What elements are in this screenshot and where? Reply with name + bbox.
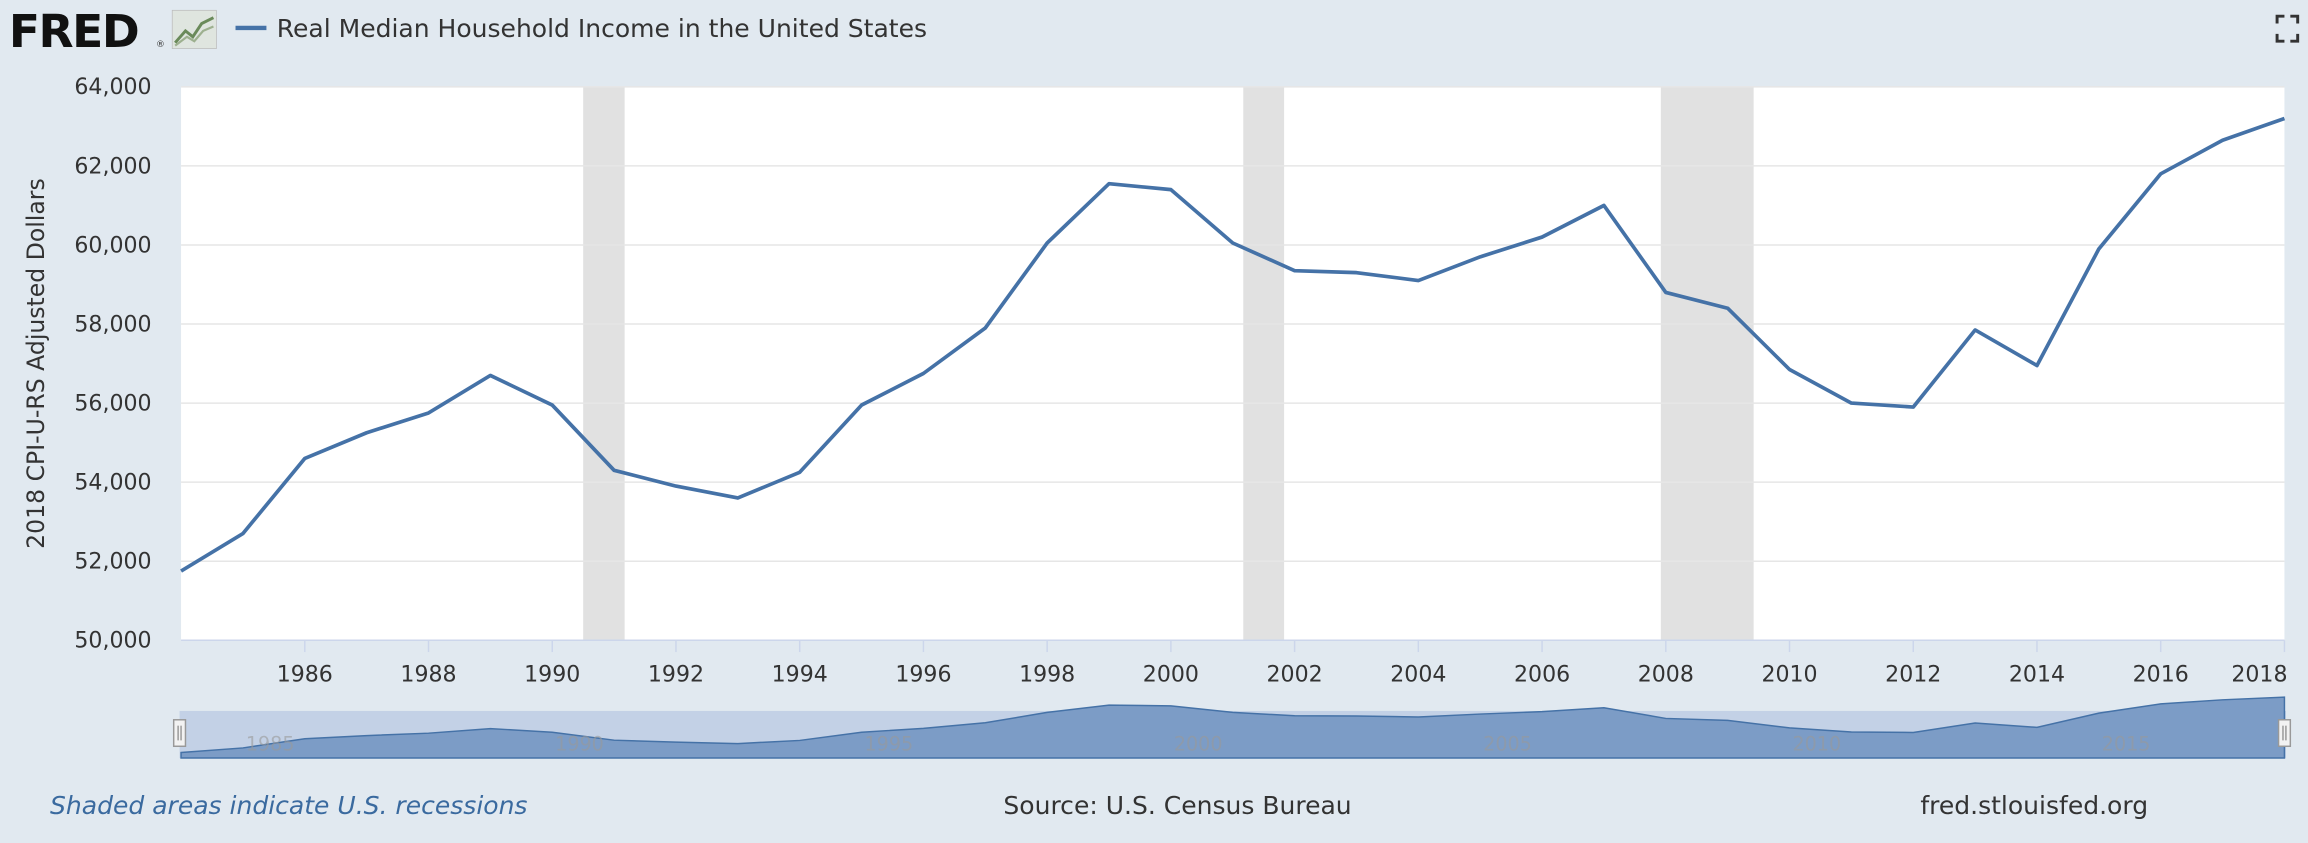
data-line: [180, 116, 2286, 573]
logo-mark: ®: [156, 40, 165, 50]
navigator-tick-label: 2005: [1483, 733, 1532, 756]
x-tick-label: 2008: [1638, 663, 1694, 688]
x-tick-label: 2014: [2009, 663, 2065, 688]
source: Source: U.S. Census Bureau: [1003, 791, 1351, 820]
navigator-tick-label: 2015: [2102, 733, 2151, 756]
navigator-tick-label: 1995: [865, 733, 914, 756]
y-tick-label: 50,000: [74, 629, 151, 654]
site: fred.stlouisfed.org: [1920, 791, 2148, 820]
x-tick-label: 1994: [772, 663, 828, 688]
x-tick-label: 1998: [1019, 663, 1075, 688]
x-tick-label: 1996: [895, 663, 951, 688]
recession-band: [1243, 86, 1285, 641]
x-tick-label: 2016: [2133, 663, 2189, 688]
x-tick-label: 2000: [1143, 663, 1199, 688]
x-tick-label: 1990: [524, 663, 580, 688]
navigator-tick-label: 1990: [555, 733, 604, 756]
x-tick-label: 1992: [648, 663, 704, 688]
navigator-handle[interactable]: [172, 719, 187, 748]
fullscreen-icon[interactable]: [2275, 14, 2300, 43]
y-tick-label: 56,000: [74, 391, 151, 416]
recession-band: [1660, 86, 1754, 641]
recession-note: Shaded areas indicate U.S. recessions: [50, 791, 527, 820]
logo-icon: [171, 9, 217, 49]
x-tick-label: 1988: [400, 663, 456, 688]
navigator-tick-label: 2010: [1792, 733, 1841, 756]
navigator-tick-label: 1985: [246, 733, 295, 756]
y-tick-label: 54,000: [74, 471, 151, 496]
recession-band: [583, 86, 625, 641]
y-tick-label: 58,000: [74, 312, 151, 337]
y-tick-label: 64,000: [74, 75, 151, 100]
x-tick-label: 2012: [1885, 663, 1941, 688]
x-tick-label: 2002: [1267, 663, 1323, 688]
x-tick-label: 2018: [2231, 663, 2287, 688]
x-tick-label: 2010: [1761, 663, 1817, 688]
y-tick-label: 60,000: [74, 233, 151, 258]
x-tick-label: 2006: [1514, 663, 1570, 688]
x-tick-label: 2004: [1390, 663, 1446, 688]
navigator-tick-label: 2000: [1174, 733, 1223, 756]
navigator-handle[interactable]: [2277, 719, 2292, 748]
y-axis-label: 2018 CPI-U-RS Adjusted Dollars: [22, 178, 50, 549]
y-tick-label: 52,000: [74, 550, 151, 575]
plot-area: [181, 86, 2285, 641]
navigator-area: [180, 696, 2286, 759]
legend-label: Real Median Household Income in the Unit…: [277, 14, 927, 43]
y-tick-label: 62,000: [74, 154, 151, 179]
x-tick-label: 1986: [277, 663, 333, 688]
logo: FRED: [9, 5, 138, 58]
